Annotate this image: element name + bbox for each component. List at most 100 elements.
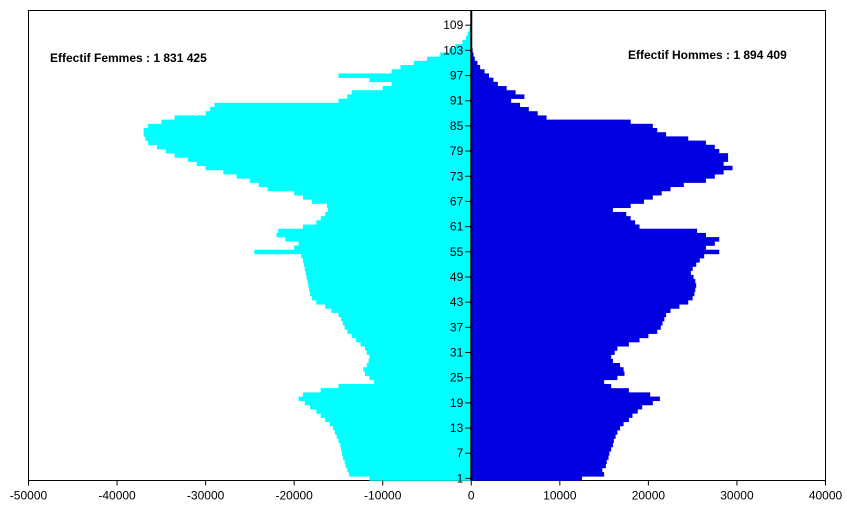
femmes-bar <box>174 153 472 158</box>
femmes-bars <box>143 10 472 481</box>
femmes-bar <box>369 77 472 83</box>
hommes-bar <box>471 446 612 452</box>
hommes-bar <box>471 81 498 87</box>
femmes-bar <box>303 224 472 230</box>
hommes-bar <box>471 442 613 448</box>
femmes-bar <box>365 346 472 351</box>
hommes-bar <box>471 438 614 444</box>
hommes-bar <box>471 207 613 213</box>
femmes-bar <box>174 115 472 120</box>
hommes-bar <box>471 350 615 355</box>
age-label: 61 <box>450 220 464 234</box>
age-label: 85 <box>450 119 464 133</box>
femmes-bar <box>325 211 472 217</box>
femmes-bar <box>325 304 472 309</box>
hommes-bar <box>471 291 695 297</box>
hommes-bar <box>471 417 629 423</box>
femmes-bar <box>304 400 472 406</box>
femmes-bar <box>338 98 472 104</box>
hommes-bar <box>471 300 689 305</box>
hommes-bar <box>471 367 624 372</box>
hommes-bar <box>471 321 663 326</box>
x-axis-ticks: -50000 -40000 -30000 -20000 -10000 0 10000 2000… <box>10 480 843 503</box>
hommes-bar <box>471 65 481 70</box>
hommes-bars <box>471 27 733 481</box>
x-tick-label: -40000 <box>98 489 136 503</box>
hommes-bar <box>471 459 607 465</box>
femmes-bar <box>294 245 472 250</box>
hommes-bar <box>471 421 624 427</box>
femmes-total-label: Effectif Femmes : 1 831 425 <box>50 51 207 65</box>
femmes-bar <box>440 52 472 57</box>
femmes-bar <box>344 459 472 465</box>
femmes-bar <box>341 446 472 452</box>
femmes-bar <box>278 228 472 234</box>
hommes-bar <box>471 140 706 146</box>
age-label: 31 <box>450 346 464 360</box>
hommes-bar <box>471 383 612 389</box>
hommes-bar <box>471 451 610 456</box>
femmes-bar <box>391 81 472 87</box>
hommes-bar <box>471 102 520 108</box>
femmes-bar <box>305 270 472 276</box>
femmes-bar <box>156 144 472 150</box>
hommes-bar <box>471 241 715 246</box>
hommes-bar <box>471 52 474 57</box>
hommes-bar <box>471 211 627 217</box>
hommes-bar <box>471 77 494 83</box>
femmes-bar <box>267 186 472 192</box>
femmes-bar <box>307 279 472 284</box>
hommes-bar <box>471 216 631 221</box>
hommes-bar <box>471 358 613 364</box>
hommes-bar <box>471 178 706 183</box>
femmes-bar <box>369 375 472 381</box>
femmes-bar <box>338 383 472 389</box>
femmes-bar <box>449 48 472 53</box>
femmes-bar <box>338 312 472 318</box>
femmes-bar <box>351 333 472 339</box>
x-tick-label: 0 <box>468 489 475 503</box>
hommes-bar <box>471 295 693 301</box>
hommes-bar <box>471 425 621 431</box>
x-tick-label: -20000 <box>275 489 313 503</box>
femmes-bar <box>342 321 472 326</box>
hommes-bar <box>471 258 700 263</box>
hommes-bar <box>471 266 693 271</box>
hommes-bar <box>471 304 680 309</box>
femmes-bar <box>311 199 472 204</box>
hommes-bar <box>471 128 658 133</box>
femmes-bar <box>303 392 472 397</box>
hommes-bar <box>471 249 720 255</box>
femmes-bar <box>427 56 472 62</box>
hommes-bar <box>471 371 625 376</box>
femmes-bar <box>333 425 472 431</box>
femmes-bar <box>303 195 472 200</box>
hommes-bar <box>471 161 724 167</box>
femmes-bar <box>336 434 472 439</box>
age-label: 79 <box>450 144 464 158</box>
hommes-bar <box>471 379 605 385</box>
femmes-bar <box>462 39 472 45</box>
hommes-bar <box>471 132 667 137</box>
hommes-bar <box>471 375 618 381</box>
age-labels: 1 7 13 19 25 31 37 43 49 55 61 67 73 79 85 91 97 103 109 <box>443 18 472 485</box>
hommes-bar <box>471 363 621 368</box>
femmes-bar <box>340 442 472 448</box>
femmes-bar <box>143 132 472 137</box>
x-tick-label: -10000 <box>364 489 402 503</box>
femmes-bar <box>331 308 472 313</box>
femmes-bar <box>210 107 472 112</box>
age-label: 73 <box>450 169 464 183</box>
femmes-bar <box>338 73 472 78</box>
hommes-bar <box>471 144 715 150</box>
hommes-bar <box>471 287 696 292</box>
femmes-bar <box>363 367 472 372</box>
hommes-bar <box>471 262 697 267</box>
hommes-bar <box>471 467 603 473</box>
hommes-bar <box>471 312 667 318</box>
femmes-bar <box>214 102 472 108</box>
hommes-bar <box>471 396 660 402</box>
femmes-bar <box>249 178 472 183</box>
femmes-bar <box>311 295 472 301</box>
hommes-bar <box>471 472 605 477</box>
